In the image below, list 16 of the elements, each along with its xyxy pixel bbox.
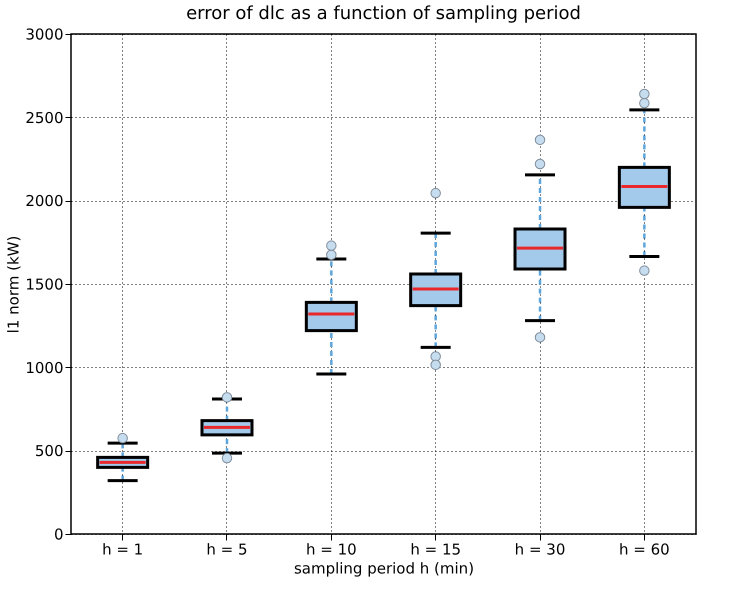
x-tick-label: h = 5	[206, 540, 248, 558]
y-tick-label: 3000	[25, 26, 64, 44]
y-tick-label: 2500	[25, 108, 64, 127]
x-tick-label: h = 1	[102, 540, 144, 558]
chart-title: error of dlc as a function of sampling period	[186, 3, 581, 24]
y-tick-label: 1000	[25, 358, 64, 377]
y-axis-title: l1 norm (kW)	[4, 236, 22, 334]
x-tick-label: h = 10	[306, 540, 357, 558]
y-tick-label: 2000	[25, 192, 64, 210]
y-tick-label: 1500	[25, 276, 64, 294]
x-tick-label: h = 30	[514, 540, 566, 558]
y-tick-label: 500	[34, 442, 64, 460]
x-tick-label: h = 60	[619, 540, 670, 558]
x-tick-label: h = 15	[410, 540, 462, 558]
y-tick-label: 0	[54, 526, 64, 544]
x-axis-title: sampling period h (min)	[294, 560, 474, 578]
